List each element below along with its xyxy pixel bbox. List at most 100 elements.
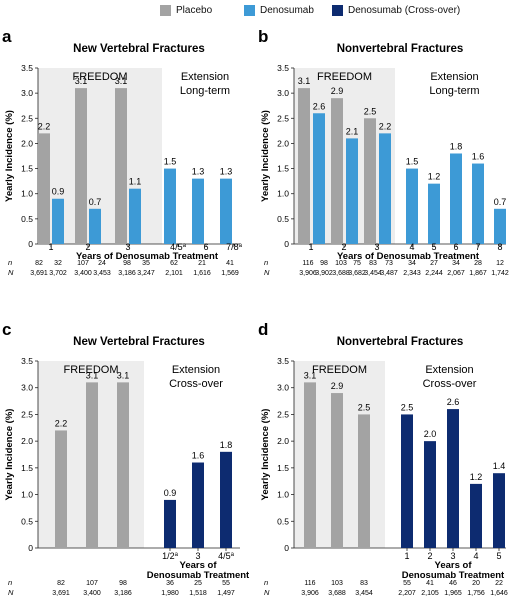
y-tick-label: 0 bbox=[28, 239, 33, 249]
x-tick-label: 6 bbox=[203, 242, 208, 252]
x-tick-superscript: a bbox=[231, 552, 235, 558]
x-axis-label: Years of Denosumab Treatment bbox=[76, 251, 219, 262]
x-tick-label: 2 bbox=[427, 551, 432, 561]
y-tick-label: 1.5 bbox=[277, 463, 289, 473]
n-value: 41 bbox=[426, 580, 434, 587]
y-tick-label: 3.0 bbox=[21, 88, 33, 98]
panel-letter: c bbox=[2, 320, 11, 339]
data-label: 2.9 bbox=[331, 86, 344, 96]
bar-crossover bbox=[220, 451, 232, 548]
bar-denosumab bbox=[164, 168, 176, 244]
region-label-freedom: FREEDOM bbox=[312, 364, 367, 376]
y-tick-label: 3.5 bbox=[21, 356, 33, 366]
x-tick-label: 4 bbox=[473, 551, 478, 561]
N-value: 1,756 bbox=[467, 590, 485, 597]
legend-swatch-crossover bbox=[332, 4, 343, 16]
data-label: 1.2 bbox=[470, 472, 483, 482]
N-value: 3,682 bbox=[348, 270, 366, 277]
y-tick-label: 0 bbox=[284, 543, 289, 553]
x-axis-label: Denosumab Treatment bbox=[402, 570, 505, 581]
N-value: 2,207 bbox=[398, 590, 416, 597]
data-label: 1.6 bbox=[192, 451, 205, 461]
region-label-freedom: FREEDOM bbox=[317, 71, 372, 83]
legend-label-denosumab: Denosumab bbox=[260, 4, 314, 16]
N-value: 3,906 bbox=[301, 590, 319, 597]
x-tick-label: 3 bbox=[125, 242, 130, 252]
y-tick-label: 3.0 bbox=[277, 88, 289, 98]
y-tick-label: 1.5 bbox=[277, 164, 289, 174]
N-value: 1,569 bbox=[221, 270, 239, 277]
data-label: 2.6 bbox=[313, 101, 326, 111]
legend-item-crossover: Denosumab (Cross-over) bbox=[332, 3, 460, 17]
n-value: 62 bbox=[170, 260, 178, 267]
n-value: 34 bbox=[408, 260, 416, 267]
y-tick-label: 2.5 bbox=[277, 409, 289, 419]
n-value: 55 bbox=[403, 580, 411, 587]
bar-denosumab bbox=[129, 188, 141, 244]
data-label: 2.5 bbox=[401, 402, 414, 412]
data-label: 3.1 bbox=[117, 370, 130, 380]
n-value: 25 bbox=[194, 580, 202, 587]
legend-label-placebo: Placebo bbox=[176, 4, 213, 16]
region-sublabel: Cross-over bbox=[423, 378, 477, 390]
region-label-extension: Extension bbox=[172, 364, 220, 376]
panel-b: b Nonvertebral Fractures FREEDOM Extension L… bbox=[258, 27, 509, 277]
data-label: 1.3 bbox=[192, 167, 205, 177]
data-label: 0.9 bbox=[52, 187, 65, 197]
data-label: 2.2 bbox=[38, 121, 51, 131]
data-label: 1.4 bbox=[493, 461, 506, 471]
N-value: 3,186 bbox=[118, 270, 136, 277]
n-row-label: n bbox=[8, 578, 12, 587]
data-label: 2.6 bbox=[447, 397, 460, 407]
N-value: 1,518 bbox=[189, 590, 207, 597]
N-value: 3,487 bbox=[380, 270, 398, 277]
bar-denosumab bbox=[472, 163, 484, 244]
x-tick-superscript: a bbox=[239, 243, 243, 249]
panel-d: d Nonvertebral Fractures FREEDOM Extension C… bbox=[258, 320, 508, 597]
region-label-extension: Extension bbox=[430, 71, 478, 83]
y-tick-label: 3.5 bbox=[277, 63, 289, 73]
bar-denosumab bbox=[346, 138, 358, 244]
x-axis-label: Years of Denosumab Treatment bbox=[337, 251, 480, 262]
panel-c: c New Vertebral Fractures FREEDOM Extension… bbox=[2, 320, 250, 597]
x-tick-label: 7 bbox=[475, 242, 480, 252]
N-value: 1,980 bbox=[161, 590, 179, 597]
bar-crossover bbox=[424, 441, 436, 548]
N-value: 3,247 bbox=[137, 270, 155, 277]
region-sublabel: Cross-over bbox=[169, 378, 223, 390]
n-value: 116 bbox=[302, 260, 313, 267]
panel-title: New Vertebral Fractures bbox=[73, 336, 205, 348]
panel-title: Nonvertebral Fractures bbox=[337, 43, 464, 55]
data-label: 1.1 bbox=[129, 177, 142, 187]
n-value: 35 bbox=[142, 260, 150, 267]
n-value: 24 bbox=[98, 260, 106, 267]
region-sublabel: Long-term bbox=[180, 85, 230, 97]
y-axis-label: Yearly Incidence (%) bbox=[4, 110, 15, 202]
bar-placebo bbox=[304, 382, 316, 548]
N-value: 3,688 bbox=[328, 590, 346, 597]
y-tick-label: 2.0 bbox=[21, 436, 33, 446]
n-value: 46 bbox=[449, 580, 457, 587]
n-value: 82 bbox=[57, 580, 65, 587]
N-value: 3,702 bbox=[49, 270, 67, 277]
N-value: 1,497 bbox=[217, 590, 235, 597]
y-tick-label: 0 bbox=[28, 543, 33, 553]
bar-denosumab bbox=[428, 183, 440, 244]
bar-crossover bbox=[447, 409, 459, 548]
N-value: 3,454 bbox=[364, 270, 382, 277]
n-value: 82 bbox=[35, 260, 43, 267]
N-row-label: N bbox=[264, 588, 270, 597]
N-value: 3,454 bbox=[355, 590, 373, 597]
x-tick-label: 2 bbox=[85, 242, 90, 252]
bar-placebo bbox=[75, 88, 87, 244]
y-tick-label: 2.0 bbox=[277, 138, 289, 148]
region-label-extension: Extension bbox=[425, 364, 473, 376]
bar-placebo bbox=[38, 133, 50, 244]
bar-crossover bbox=[470, 483, 482, 548]
x-tick-label: 1 bbox=[404, 551, 409, 561]
y-tick-label: 2.5 bbox=[21, 409, 33, 419]
x-tick-superscript: a bbox=[183, 243, 187, 249]
data-label: 1.5 bbox=[164, 157, 177, 167]
x-tick-label: 3 bbox=[450, 551, 455, 561]
